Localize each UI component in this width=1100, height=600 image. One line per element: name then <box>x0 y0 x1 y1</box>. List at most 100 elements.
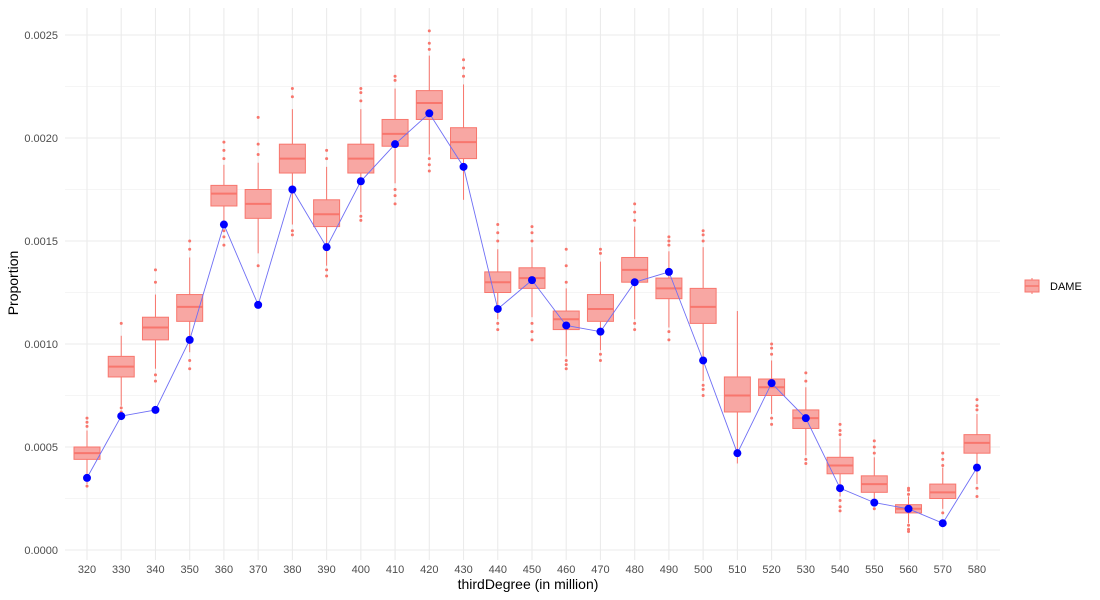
y-tick-label: 0.0010 <box>24 339 58 351</box>
outlier-point <box>907 492 911 496</box>
outlier-point <box>290 95 294 99</box>
series-point <box>767 379 776 388</box>
boxplot <box>278 87 306 237</box>
outlier-point <box>496 321 500 325</box>
series-point <box>425 109 434 118</box>
series-point <box>117 412 126 421</box>
outlier-point <box>941 451 945 455</box>
outlier-point <box>119 321 123 325</box>
box-layer <box>73 29 991 533</box>
x-tick-label: 520 <box>762 564 780 576</box>
series-point <box>972 463 981 472</box>
legend: DAME <box>1024 278 1082 294</box>
outlier-point <box>941 511 945 515</box>
outlier-point <box>598 247 602 251</box>
x-tick-label: 370 <box>249 564 267 576</box>
outlier-point <box>598 358 602 362</box>
x-tick-label: 320 <box>78 564 96 576</box>
series-point <box>527 276 536 285</box>
boxplot <box>586 247 614 362</box>
outlier-point <box>530 239 534 243</box>
outlier-point <box>222 243 226 247</box>
outlier-point <box>462 66 466 70</box>
outlier-point <box>496 223 500 227</box>
outlier-point <box>633 210 637 214</box>
outlier-point <box>153 280 157 284</box>
x-tick-label: 480 <box>626 564 644 576</box>
outlier-point <box>393 202 397 206</box>
outlier-point <box>838 509 842 513</box>
series-point <box>254 300 263 309</box>
box <box>210 184 238 207</box>
outlier-point <box>975 486 979 490</box>
boxplot <box>176 239 204 371</box>
x-tick-label: 500 <box>694 564 712 576</box>
boxplot <box>210 140 238 247</box>
outlier-point <box>393 188 397 191</box>
boxplot <box>552 247 580 371</box>
box <box>552 310 580 331</box>
series-point <box>870 498 879 507</box>
boxplot <box>313 148 341 278</box>
outlier-point <box>427 163 431 167</box>
x-tick-label: 390 <box>317 564 335 576</box>
x-tick-label: 360 <box>215 564 233 576</box>
outlier-point <box>290 229 294 233</box>
series-point <box>836 484 845 493</box>
outlier-point <box>530 330 534 334</box>
outlier-point <box>153 379 157 383</box>
x-tick-label: 570 <box>934 564 952 576</box>
outlier-point <box>393 74 397 78</box>
outlier-point <box>770 416 774 420</box>
outlier-point <box>427 47 431 51</box>
outlier-point <box>290 233 294 237</box>
x-tick-label: 440 <box>489 564 507 576</box>
box <box>929 483 957 499</box>
outlier-point <box>872 445 876 449</box>
outlier-point <box>633 328 637 332</box>
outlier-point <box>907 529 911 533</box>
outlier-point <box>701 394 705 397</box>
outlier-point <box>153 268 157 272</box>
outlier-point <box>667 239 671 243</box>
y-tick-label: 0.0015 <box>24 236 58 248</box>
outlier-point <box>804 457 808 461</box>
outlier-point <box>530 321 534 325</box>
outlier-point <box>838 422 842 426</box>
outlier-point <box>496 239 500 243</box>
outlier-point <box>256 142 260 146</box>
outlier-point <box>804 379 808 383</box>
x-tick-label: 330 <box>112 564 130 576</box>
outlier-point <box>701 239 705 243</box>
series-point <box>151 405 160 414</box>
y-axis-title: Proportion <box>5 251 21 316</box>
box <box>141 316 169 341</box>
box <box>963 434 991 454</box>
outlier-point <box>359 87 363 91</box>
outlier-point <box>256 152 260 156</box>
series-point <box>356 177 365 186</box>
outlier-point <box>770 342 774 346</box>
boxplot <box>723 311 751 464</box>
x-tick-label: 470 <box>591 564 609 576</box>
boxplot <box>415 29 443 173</box>
outlier-point <box>188 239 192 243</box>
x-tick-label: 580 <box>968 564 986 576</box>
boxplot <box>929 451 957 515</box>
outlier-point <box>530 231 534 235</box>
x-tick-label: 420 <box>420 564 438 576</box>
outlier-point <box>975 404 979 408</box>
x-tick-label: 400 <box>352 564 370 576</box>
outlier-point <box>872 439 876 443</box>
outlier-point <box>290 87 294 91</box>
outlier-point <box>907 527 911 531</box>
boxplot <box>758 342 786 426</box>
outlier-point <box>701 383 705 387</box>
series-point <box>562 321 571 330</box>
outlier-point <box>222 140 226 144</box>
x-tick-label: 460 <box>557 564 575 576</box>
x-tick-label: 350 <box>181 564 199 576</box>
series-point <box>630 278 639 287</box>
outlier-point <box>496 231 500 235</box>
outlier-point <box>325 157 329 161</box>
